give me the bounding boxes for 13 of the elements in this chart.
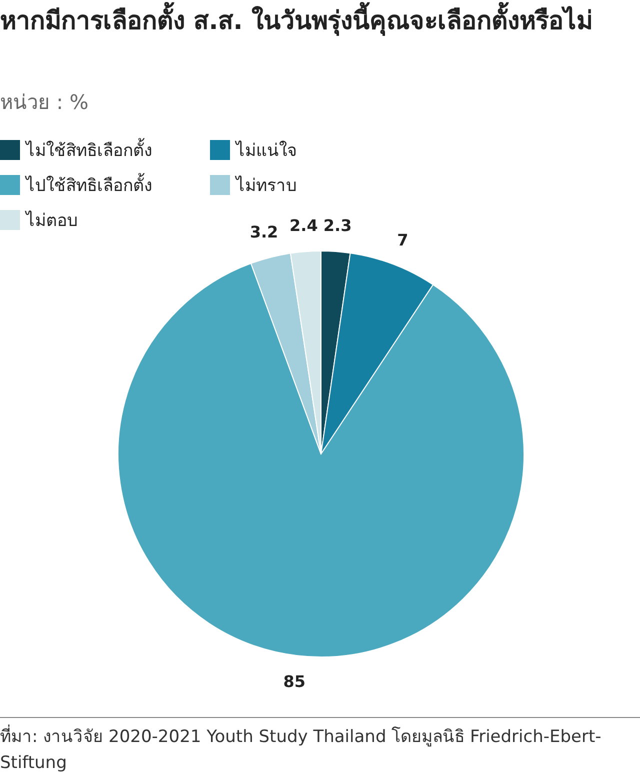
data-label: 3.2: [250, 222, 278, 242]
text: ที่มา: งานวิจัย 2020-2021 Youth Study Thailand โดยมูลนิธิ Friedrich-Ebert-Stiftung: [0, 717, 640, 776]
legend-label: ไม่ตอบ: [26, 210, 78, 233]
legend-label: ไม่แน่ใจ: [236, 140, 297, 163]
data-label: 7: [397, 230, 408, 250]
legend-label: ไม่ทราบ: [236, 174, 297, 198]
data-label: 2.4: [290, 216, 318, 236]
chart-subtitle: หน่วย : %: [0, 89, 88, 116]
legend-label: ไปใช้สิทธิเลือกตั้ง: [26, 172, 152, 198]
legend-label: ไม่ใช้สิทธิเลือกตั้ง: [26, 137, 152, 163]
data-label: 2.3: [323, 216, 352, 236]
data-label: 85: [283, 672, 306, 691]
chart-title: หากมีการเลือกตั้ง ส.ส. ในวันพรุ่งนี้คุณจะเลือกตั้งหรือไม่: [0, 4, 594, 38]
